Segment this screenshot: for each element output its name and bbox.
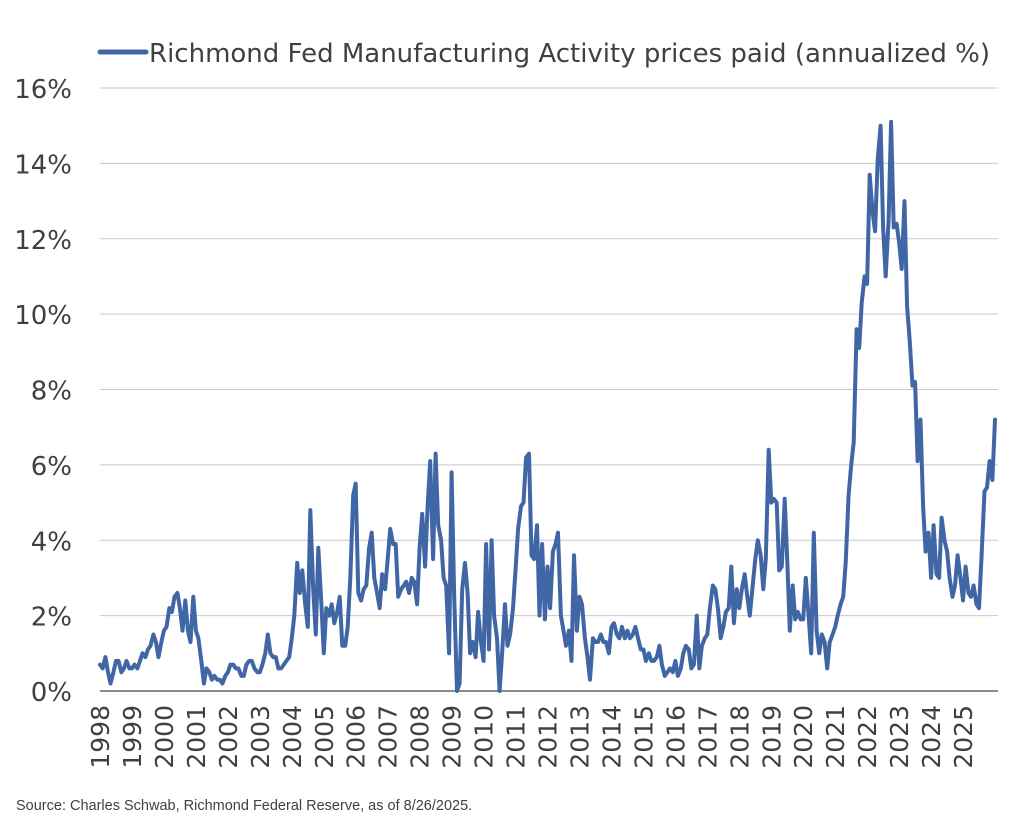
x-axis-ticks: 1998 1999 2000 2001 2002 2003 2004 2005 2006 2007…: [86, 705, 978, 769]
x-tick-label: 2002: [214, 705, 243, 769]
x-tick-label: 2025: [949, 705, 978, 769]
source-note: Source: Charles Schwab, Richmond Federal…: [16, 798, 473, 814]
x-tick-label: 2020: [789, 705, 818, 769]
y-tick-label: 2%: [31, 603, 72, 633]
x-tick-label: 2021: [821, 705, 850, 769]
x-tick-label: 2003: [246, 705, 275, 769]
x-tick-label: 2001: [182, 705, 211, 769]
y-tick-label: 12%: [14, 226, 72, 256]
x-tick-label: 2022: [853, 705, 882, 769]
plot-area: [98, 119, 997, 693]
x-tick-label: 2013: [566, 705, 595, 769]
legend: Richmond Fed Manufacturing Activity pric…: [97, 39, 990, 69]
y-tick-label: 4%: [31, 527, 72, 557]
x-tick-label: 2012: [534, 705, 563, 769]
x-tick-label: 2000: [150, 705, 179, 769]
x-tick-label: 2015: [629, 705, 658, 769]
chart: Richmond Fed Manufacturing Activity pric…: [14, 39, 998, 769]
x-tick-label: 2019: [757, 705, 786, 769]
grid: [100, 87, 998, 692]
x-tick-label: 2008: [406, 705, 435, 769]
x-tick-label: 2004: [278, 705, 307, 769]
x-tick-label: 2023: [885, 705, 914, 769]
y-tick-label: 16%: [14, 75, 72, 105]
y-tick-label: 6%: [31, 452, 72, 482]
legend-label: Richmond Fed Manufacturing Activity pric…: [149, 39, 990, 69]
x-tick-label: 2005: [310, 705, 339, 769]
x-tick-label: 2016: [661, 705, 690, 769]
x-tick-label: 2010: [470, 705, 499, 769]
y-axis-ticks: 0% 2% 4% 6% 8% 10% 12% 14% 16%: [14, 75, 72, 708]
x-tick-label: 2006: [342, 705, 371, 769]
x-tick-label: 2018: [725, 705, 754, 769]
x-tick-label: 2014: [597, 705, 626, 769]
x-tick-label: 1999: [118, 705, 147, 769]
y-tick-label: 10%: [14, 301, 72, 331]
x-tick-label: 2007: [374, 705, 403, 769]
series-line: [98, 119, 997, 693]
x-tick-label: 2017: [693, 705, 722, 769]
x-tick-label: 2024: [917, 705, 946, 769]
x-tick-label: 1998: [86, 705, 115, 769]
x-tick-label: 2009: [438, 705, 467, 769]
y-tick-label: 8%: [31, 377, 72, 407]
y-tick-label: 0%: [31, 678, 72, 708]
y-tick-label: 14%: [14, 150, 72, 180]
x-tick-label: 2011: [502, 705, 531, 769]
